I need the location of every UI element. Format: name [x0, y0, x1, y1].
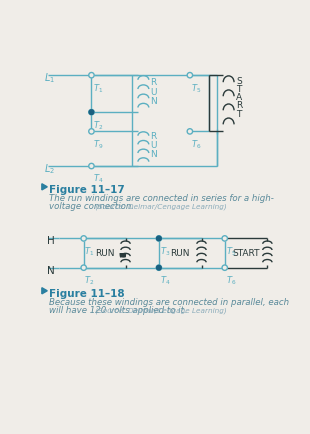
Text: $T_9$: $T_9$: [93, 138, 104, 151]
Text: T: T: [236, 110, 242, 119]
Text: $T_4$: $T_4$: [93, 173, 104, 185]
Circle shape: [89, 110, 94, 115]
Text: N: N: [150, 97, 157, 106]
Text: U: U: [150, 141, 157, 150]
Circle shape: [157, 236, 161, 241]
Text: Figure 11–17: Figure 11–17: [49, 185, 125, 195]
Text: T: T: [236, 85, 242, 94]
Circle shape: [89, 163, 94, 169]
Circle shape: [187, 72, 193, 78]
Polygon shape: [42, 288, 47, 294]
Text: $T_3$: $T_3$: [160, 245, 170, 258]
Text: will have 120 volts applied to it.: will have 120 volts applied to it.: [49, 306, 187, 315]
Text: $T_6$: $T_6$: [192, 138, 202, 151]
Text: (Source: Delmar/Cengage Learning): (Source: Delmar/Cengage Learning): [93, 308, 227, 314]
Text: Figure 11–18: Figure 11–18: [49, 289, 124, 299]
Text: R: R: [236, 102, 243, 111]
Circle shape: [187, 129, 193, 134]
Text: R: R: [150, 79, 157, 87]
Text: The run windings are connected in series for a high-: The run windings are connected in series…: [49, 194, 274, 203]
Text: RUN: RUN: [170, 249, 190, 257]
Circle shape: [222, 265, 228, 270]
Circle shape: [81, 265, 86, 270]
Text: A: A: [236, 93, 242, 102]
Text: $T_1$: $T_1$: [84, 245, 95, 258]
Text: $T_5$: $T_5$: [226, 245, 236, 258]
Text: $T_2$: $T_2$: [84, 275, 95, 287]
Text: voltage connection.: voltage connection.: [49, 202, 134, 211]
Circle shape: [156, 236, 162, 241]
Text: R: R: [150, 132, 157, 141]
Text: U: U: [150, 88, 157, 97]
Text: $T_1$: $T_1$: [93, 82, 103, 95]
Text: Because these windings are connected in parallel, each: Because these windings are connected in …: [49, 298, 289, 307]
Circle shape: [89, 109, 94, 115]
Text: RUN: RUN: [95, 249, 114, 257]
Text: $L_2$: $L_2$: [44, 162, 55, 176]
Text: N: N: [150, 150, 157, 159]
Circle shape: [89, 129, 94, 134]
Text: (Source: Delmar/Cengage Learning): (Source: Delmar/Cengage Learning): [93, 204, 227, 210]
Text: $T_4$: $T_4$: [160, 275, 170, 287]
Circle shape: [157, 265, 161, 270]
Text: $T_2$: $T_2$: [93, 119, 103, 132]
Text: $T_5$: $T_5$: [192, 82, 202, 95]
Circle shape: [89, 72, 94, 78]
Text: N: N: [46, 266, 54, 276]
Text: H: H: [46, 237, 54, 247]
Text: $T_6$: $T_6$: [226, 275, 236, 287]
Circle shape: [81, 236, 86, 241]
Circle shape: [156, 265, 162, 270]
Text: $L_1$: $L_1$: [44, 71, 55, 85]
Text: S: S: [236, 77, 242, 86]
Polygon shape: [42, 184, 47, 190]
Circle shape: [222, 236, 228, 241]
Text: START: START: [232, 249, 260, 257]
